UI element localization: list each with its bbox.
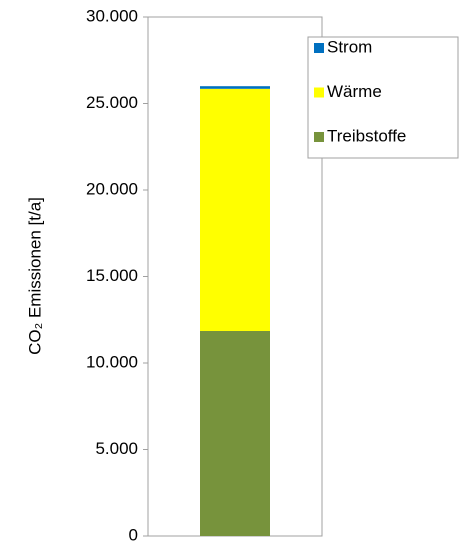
y-axis-label: CO₂ Emissionen [t/a] [25,197,44,355]
y-tick-label: 20.000 [86,179,138,198]
legend-swatch [314,43,324,53]
y-tick-label: 30.000 [86,6,138,25]
legend-label: Wärme [327,82,382,101]
legend-swatch [314,87,324,98]
legend-label: Strom [327,37,372,56]
y-tick-label: 10.000 [86,352,138,371]
legend-swatch [314,132,324,142]
bar-segment [200,330,270,536]
y-tick-label: 15.000 [86,266,138,285]
bar-segment [200,88,270,331]
legend-label: Treibstoffe [327,126,406,145]
y-tick-label: 25.000 [86,93,138,112]
y-tick-label: 0 [129,525,138,544]
y-tick-label: 5.000 [95,439,138,458]
bar-segment [200,86,270,89]
legend-box [307,36,459,159]
